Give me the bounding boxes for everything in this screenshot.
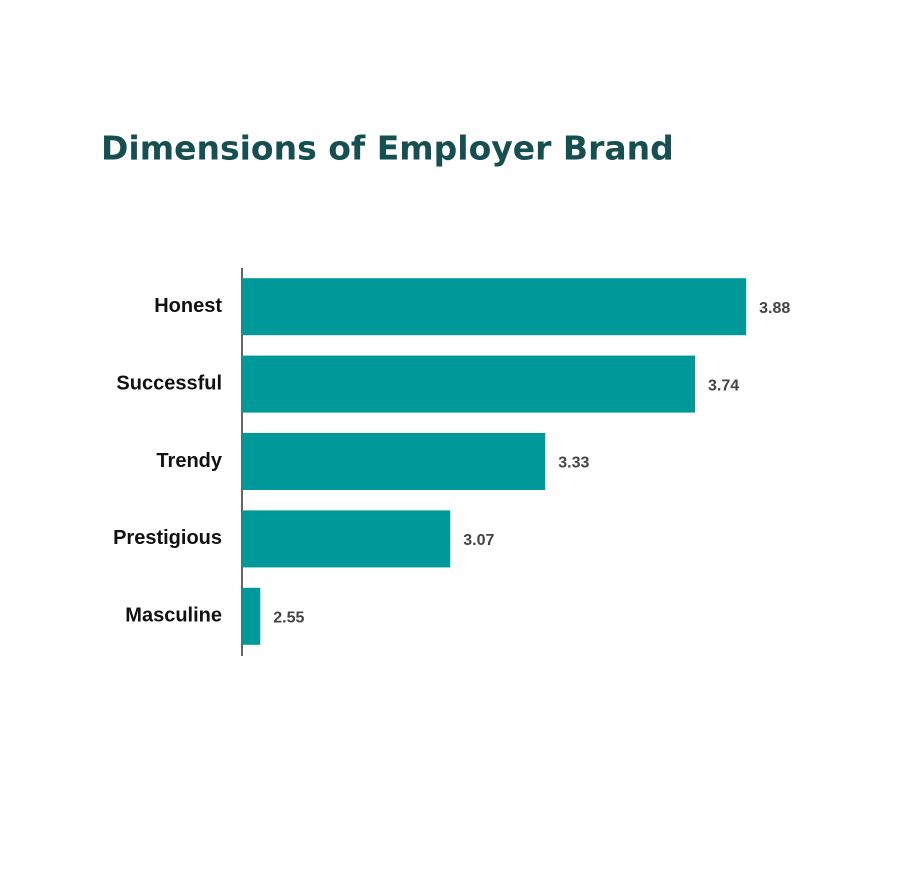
y-tick-label: Honest (154, 295, 222, 317)
value-label: 3.07 (463, 532, 494, 549)
bar (242, 587, 261, 645)
bar (242, 278, 747, 336)
bar (242, 433, 546, 490)
bar (242, 355, 696, 413)
y-tick-label: Prestigious (113, 527, 222, 549)
value-label: 3.88 (759, 300, 790, 317)
value-label: 3.33 (558, 455, 589, 472)
y-tick-label: Successful (116, 372, 222, 394)
chart-title: Dimensions of Employer Brand (101, 129, 674, 168)
y-tick-label: Masculine (125, 605, 222, 627)
value-label: 3.74 (708, 377, 739, 394)
bar (242, 510, 451, 568)
value-label: 2.55 (273, 610, 304, 627)
y-tick-label: Trendy (156, 450, 222, 472)
